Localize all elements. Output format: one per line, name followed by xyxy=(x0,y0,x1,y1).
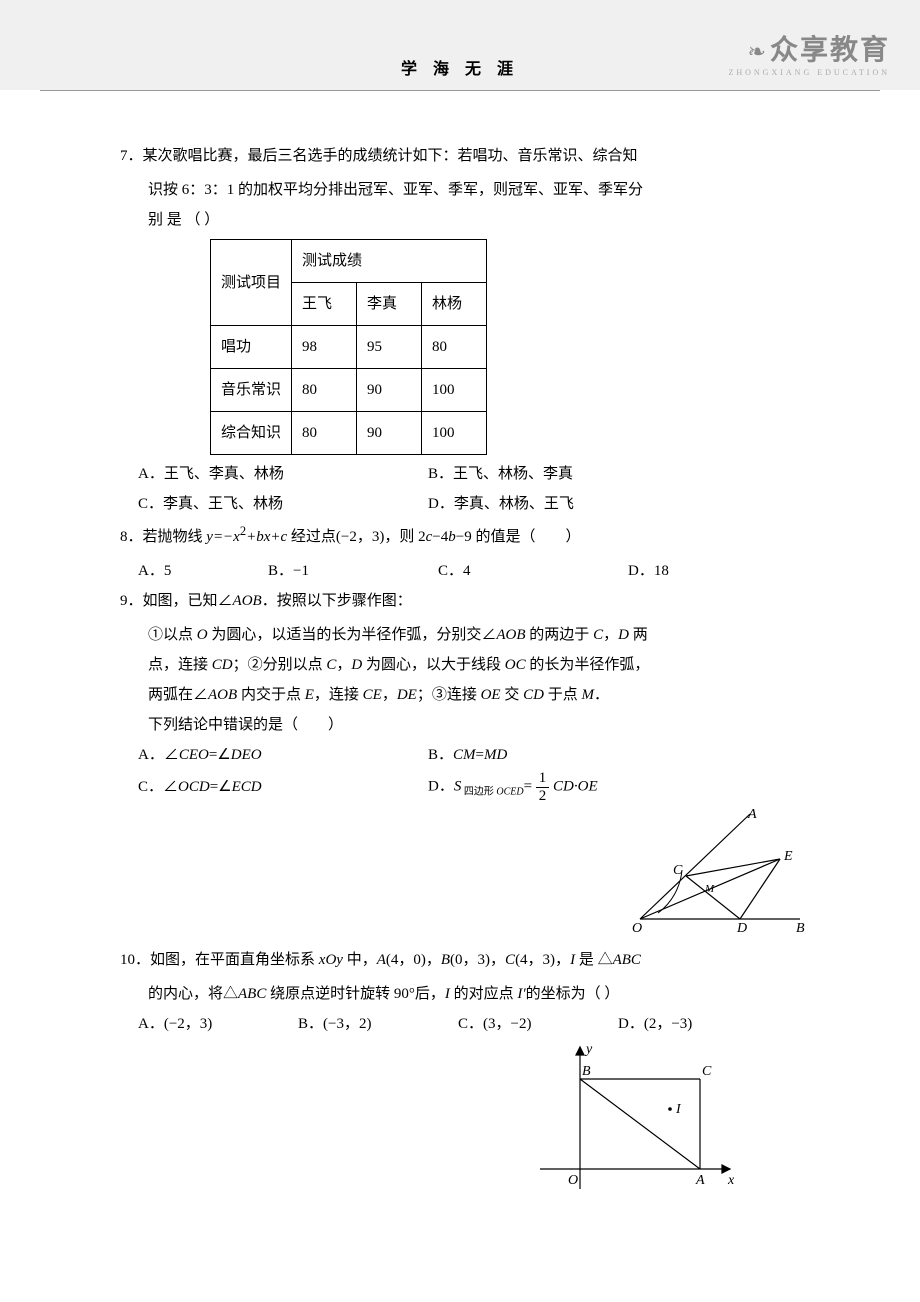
cell: 98 xyxy=(292,326,357,369)
svg-text:M: M xyxy=(704,883,715,895)
q10-opt-c: C．(3，−2) xyxy=(458,1009,618,1039)
page-body: 7．某次歌唱比赛，最后三名选手的成绩统计如下：若唱功、音乐常识、综合知 识按 6… xyxy=(0,91,920,1240)
col-1: 王飞 xyxy=(292,283,357,326)
coordinate-diagram-icon: O A B C I x y xyxy=(530,1039,740,1199)
cell: 100 xyxy=(422,412,487,455)
question-10: 10．如图，在平面直角坐标系 xOy 中，A(4，0)，B(0，3)，C(4，3… xyxy=(154,945,810,975)
cell: 80 xyxy=(292,369,357,412)
q10-opt-d: D．(2，−3) xyxy=(618,1009,778,1039)
q8-opt-b: B．−1 xyxy=(268,556,438,586)
row-label: 唱功 xyxy=(211,326,292,369)
q8-num: 8． xyxy=(120,529,143,545)
q9-figure: O B A C D E M xyxy=(120,804,810,945)
svg-text:I: I xyxy=(675,1102,682,1117)
q10-opt-b: B．(−3，2) xyxy=(298,1009,458,1039)
th-item: 测试项目 xyxy=(211,240,292,326)
q9-l1a: 如图，已知∠ xyxy=(143,593,233,609)
svg-text:C: C xyxy=(702,1064,712,1079)
q8-opt-a: A．5 xyxy=(138,556,268,586)
q9-line4: 两弧在∠AOB 内交于点 E，连接 CE，DE；③连接 OE 交 CD 于点 M… xyxy=(148,680,810,710)
page-header: ❧众享教育 ZHONGXIANG EDUCATION 学 海 无 涯 xyxy=(0,0,920,90)
q8-mid: −4 xyxy=(432,529,448,545)
q8-options: A．5 B．−1 C．4 D．18 xyxy=(138,556,810,586)
q8-after: 经过点(−2，3)，则 2 xyxy=(287,529,425,545)
q9-l1b: ．按照以下步骤作图： xyxy=(262,593,412,609)
q10-figure: O A B C I x y xyxy=(460,1039,810,1210)
question-9: 9．如图，已知∠AOB．按照以下步骤作图： xyxy=(148,586,810,616)
q10-num: 10． xyxy=(120,952,150,968)
q9-num: 9． xyxy=(120,593,143,609)
q7-opt-d: D．李真、林杨、王飞 xyxy=(428,489,718,519)
svg-text:x: x xyxy=(727,1173,735,1188)
question-7: 7．某次歌唱比赛，最后三名选手的成绩统计如下：若唱功、音乐常识、综合知 xyxy=(148,141,810,171)
th-score: 测试成绩 xyxy=(292,240,487,283)
row-label: 音乐常识 xyxy=(211,369,292,412)
table-row: 唱功 98 95 80 xyxy=(211,326,487,369)
cell: 80 xyxy=(292,412,357,455)
q7-opt-c: C．李真、王飞、林杨 xyxy=(138,489,428,519)
cell: 80 xyxy=(422,326,487,369)
svg-text:E: E xyxy=(783,849,793,864)
q7-table: 测试项目 测试成绩 王飞 李真 林杨 唱功 98 95 80 音乐常识 80 9… xyxy=(210,239,487,455)
q8-eqn: y=−x2+bx+c xyxy=(206,529,287,545)
cell: 100 xyxy=(422,369,487,412)
cell: 95 xyxy=(357,326,422,369)
q7-opt-b: B．王飞、林杨、李真 xyxy=(428,459,718,489)
svg-text:A: A xyxy=(695,1173,705,1188)
q10-line2: 的内心，将△ABC 绕原点逆时针旋转 90°后，I 的对应点 I′的坐标为（ ） xyxy=(148,979,810,1009)
point-i-icon xyxy=(668,1107,672,1111)
q9-opt-b: B．CM=MD xyxy=(428,740,718,770)
table-row: 综合知识 80 90 100 xyxy=(211,412,487,455)
angle-diagram-icon: O B A C D E M xyxy=(620,804,810,934)
q9-line5: 下列结论中错误的是（ ） xyxy=(148,710,810,740)
logo-sub: ZHONGXIANG EDUCATION xyxy=(728,68,890,77)
svg-text:O: O xyxy=(632,921,642,934)
logo: ❧众享教育 ZHONGXIANG EDUCATION xyxy=(728,28,890,77)
q10-opt-a: A．(−2，3) xyxy=(138,1009,298,1039)
q9-opt-a: A．∠CEO=∠DEO xyxy=(138,740,428,770)
q7-num: 7． xyxy=(120,148,143,164)
cell: 90 xyxy=(357,412,422,455)
q8-end: −9 的值是（ ） xyxy=(456,529,581,545)
row-label: 综合知识 xyxy=(211,412,292,455)
svg-text:y: y xyxy=(584,1042,593,1057)
q9-aob: AOB xyxy=(233,593,262,609)
q9-opt-d: D．S 四边形 OCED= 12 CD·OE xyxy=(428,770,718,804)
q7-opt-a: A．王飞、李真、林杨 xyxy=(138,459,428,489)
q8-b: b xyxy=(448,529,456,545)
q8-opt-d: D．18 xyxy=(628,556,669,586)
table-row: 测试项目 测试成绩 xyxy=(211,240,487,283)
logo-main: ❧众享教育 xyxy=(728,28,890,68)
svg-text:C: C xyxy=(673,863,683,878)
q7-line2: 识按 6：3：1 的加权平均分排出冠军、亚军、季军，则冠军、亚军、季军分 xyxy=(148,175,810,205)
q10-options: A．(−2，3) B．(−3，2) C．(3，−2) D．(2，−3) xyxy=(138,1009,810,1039)
svg-text:B: B xyxy=(582,1064,591,1079)
svg-text:B: B xyxy=(796,921,805,934)
leaf-icon: ❧ xyxy=(748,39,766,64)
q7-options: A．王飞、李真、林杨 B．王飞、林杨、李真 C．李真、王飞、林杨 D．李真、林杨… xyxy=(138,459,810,519)
q8-text: 若抛物线 xyxy=(143,529,207,545)
q7-line1: 某次歌唱比赛，最后三名选手的成绩统计如下：若唱功、音乐常识、综合知 xyxy=(143,148,638,164)
col-2: 李真 xyxy=(357,283,422,326)
cell: 90 xyxy=(357,369,422,412)
question-8: 8．若抛物线 y=−x2+bx+c 经过点(−2，3)，则 2c−4b−9 的值… xyxy=(148,519,810,552)
col-3: 林杨 xyxy=(422,283,487,326)
q9-line2: ①以点 O 为圆心，以适当的长为半径作弧，分别交∠AOB 的两边于 C，D 两 xyxy=(148,620,810,650)
q9-line3: 点，连接 CD；②分别以点 C，D 为圆心，以大于线段 OC 的长为半径作弧， xyxy=(148,650,810,680)
svg-text:A: A xyxy=(747,807,757,822)
q9-opt-c: C．∠OCD=∠ECD xyxy=(138,772,428,802)
q9-options: A．∠CEO=∠DEO B．CM=MD C．∠OCD=∠ECD D．S 四边形 … xyxy=(138,740,810,804)
q8-opt-c: C．4 xyxy=(438,556,628,586)
svg-text:O: O xyxy=(568,1173,578,1188)
q7-line3: 别 是 （ ） xyxy=(148,205,810,235)
svg-text:D: D xyxy=(736,921,747,934)
table-row: 音乐常识 80 90 100 xyxy=(211,369,487,412)
